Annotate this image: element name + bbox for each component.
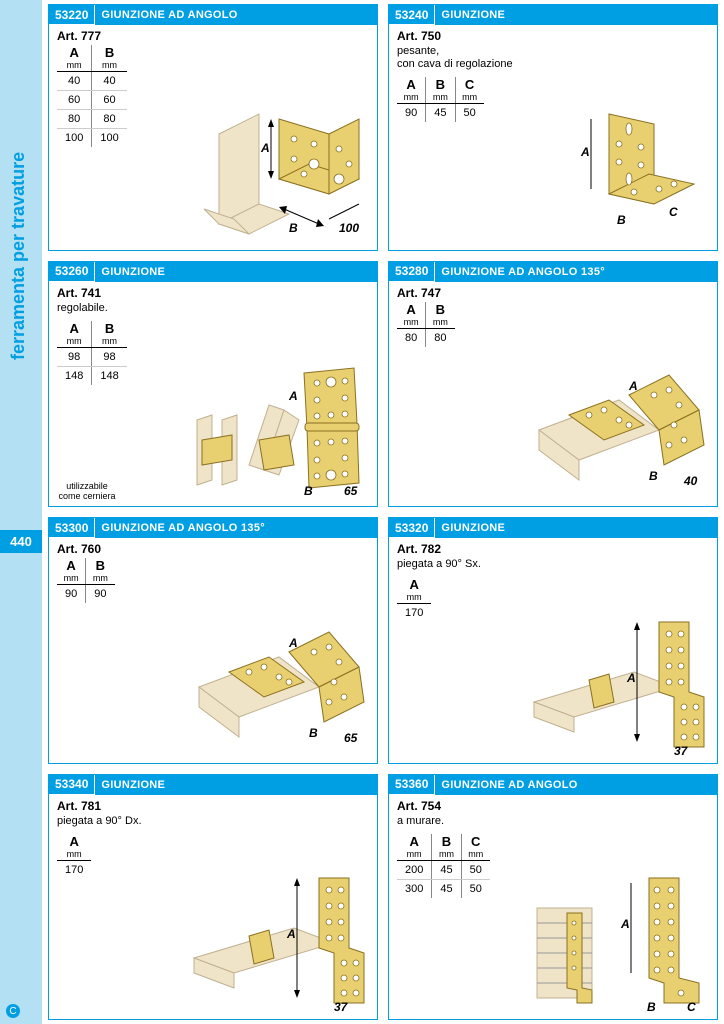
- article-number: Art. 760: [57, 542, 369, 556]
- product-card: 53240GIUNZIONE Art. 750 pesante,con cava d…: [388, 4, 718, 251]
- product-illustration: A B 65: [189, 617, 369, 757]
- svg-text:C: C: [687, 1000, 696, 1013]
- spec-table: ABCmmmmmm904550: [397, 77, 484, 122]
- product-code: 53320: [389, 518, 435, 538]
- product-illustration: A 37: [529, 617, 709, 757]
- svg-text:37: 37: [674, 744, 689, 757]
- svg-text:100: 100: [339, 221, 359, 235]
- svg-text:A: A: [626, 671, 636, 685]
- svg-text:A: A: [286, 927, 296, 941]
- product-title: GIUNZIONE AD ANGOLO 135°: [435, 262, 717, 282]
- spec-table: Amm170: [57, 834, 91, 879]
- product-code: 53220: [49, 5, 95, 25]
- svg-text:40: 40: [683, 474, 698, 488]
- svg-text:A: A: [628, 379, 638, 393]
- product-subtitle: piegata a 90° Dx.: [57, 815, 369, 828]
- product-note: utilizzabilecome cerniera: [57, 482, 117, 502]
- article-number: Art. 782: [397, 542, 709, 556]
- product-grid: 53220GIUNZIONE AD ANGOLOArt. 777ABmmmm40…: [48, 4, 718, 1020]
- svg-text:A: A: [260, 141, 270, 155]
- svg-text:B: B: [617, 213, 626, 227]
- svg-text:B: B: [289, 221, 298, 235]
- spec-table: ABCmmmmmm20045503004550: [397, 834, 490, 898]
- product-illustration: A B 40: [529, 360, 709, 500]
- spec-table: ABmmmm9898148148: [57, 321, 127, 385]
- product-illustration: A B 100: [189, 104, 369, 244]
- product-illustration: A 37: [189, 873, 369, 1013]
- svg-text:B: B: [647, 1000, 656, 1013]
- product-subtitle: piegata a 90° Sx.: [397, 558, 709, 571]
- product-code: 53280: [389, 262, 435, 282]
- svg-text:B: B: [649, 469, 658, 483]
- product-title: GIUNZIONE: [435, 5, 717, 25]
- product-card: 53280GIUNZIONE AD ANGOLO 135° Art. 747 ABm…: [388, 261, 718, 508]
- product-code: 53240: [389, 5, 435, 25]
- article-number: Art. 741: [57, 286, 369, 300]
- svg-text:B: B: [309, 726, 318, 740]
- svg-text:A: A: [288, 636, 298, 650]
- svg-text:A: A: [620, 917, 630, 931]
- category-label: ferramenta per travature: [8, 152, 29, 360]
- spec-table: ABmmmm8080: [397, 302, 455, 347]
- product-subtitle: pesante,con cava di regolazione: [397, 45, 709, 71]
- product-illustration: A B C: [529, 873, 709, 1013]
- svg-text:37: 37: [334, 1000, 349, 1013]
- svg-text:65: 65: [344, 731, 358, 745]
- product-code: 53340: [49, 775, 95, 795]
- svg-text:C: C: [669, 205, 678, 219]
- product-title: GIUNZIONE: [435, 518, 717, 538]
- spec-table: Amm170: [397, 577, 431, 622]
- side-tab: ferramenta per travature: [0, 0, 42, 1024]
- brand-icon: C: [6, 1004, 20, 1018]
- svg-text:A: A: [580, 145, 590, 159]
- product-code: 53360: [389, 775, 435, 795]
- product-code: 53260: [49, 262, 95, 282]
- article-number: Art. 747: [397, 286, 709, 300]
- article-number: Art. 781: [57, 799, 369, 813]
- article-number: Art. 754: [397, 799, 709, 813]
- svg-text:65: 65: [344, 484, 358, 498]
- product-card: 53300GIUNZIONE AD ANGOLO 135° Art. 760 ABm…: [48, 517, 378, 764]
- svg-text:A: A: [288, 389, 298, 403]
- product-title: GIUNZIONE AD ANGOLO 135°: [95, 518, 377, 538]
- svg-text:B: B: [304, 484, 313, 498]
- article-number: Art. 750: [397, 29, 709, 43]
- product-code: 53300: [49, 518, 95, 538]
- product-card: 53260GIUNZIONE Art. 741 regolabile. ABmmmm9…: [48, 261, 378, 508]
- product-title: GIUNZIONE AD ANGOLO: [95, 5, 377, 25]
- product-subtitle: regolabile.: [57, 302, 369, 315]
- page-number: 440: [0, 530, 42, 553]
- product-card: 53220GIUNZIONE AD ANGOLO Art. 777 ABmmmm40…: [48, 4, 378, 251]
- product-title: GIUNZIONE: [95, 262, 377, 282]
- product-card: 53360GIUNZIONE AD ANGOLO Art. 754 a murare…: [388, 774, 718, 1021]
- product-card: 53320GIUNZIONE Art. 782 piegata a 90° Sx. A…: [388, 517, 718, 764]
- product-title: GIUNZIONE: [95, 775, 377, 795]
- article-number: Art. 777: [57, 29, 369, 43]
- product-illustration: A B 65: [189, 360, 369, 500]
- product-title: GIUNZIONE AD ANGOLO: [435, 775, 717, 795]
- spec-table: ABmmmm9090: [57, 558, 115, 603]
- product-illustration: A B C: [529, 104, 709, 244]
- product-card: 53340GIUNZIONE Art. 781 piegata a 90° Dx. A…: [48, 774, 378, 1021]
- product-subtitle: a murare.: [397, 815, 709, 828]
- spec-table: ABmmmm404060608080100100: [57, 45, 127, 147]
